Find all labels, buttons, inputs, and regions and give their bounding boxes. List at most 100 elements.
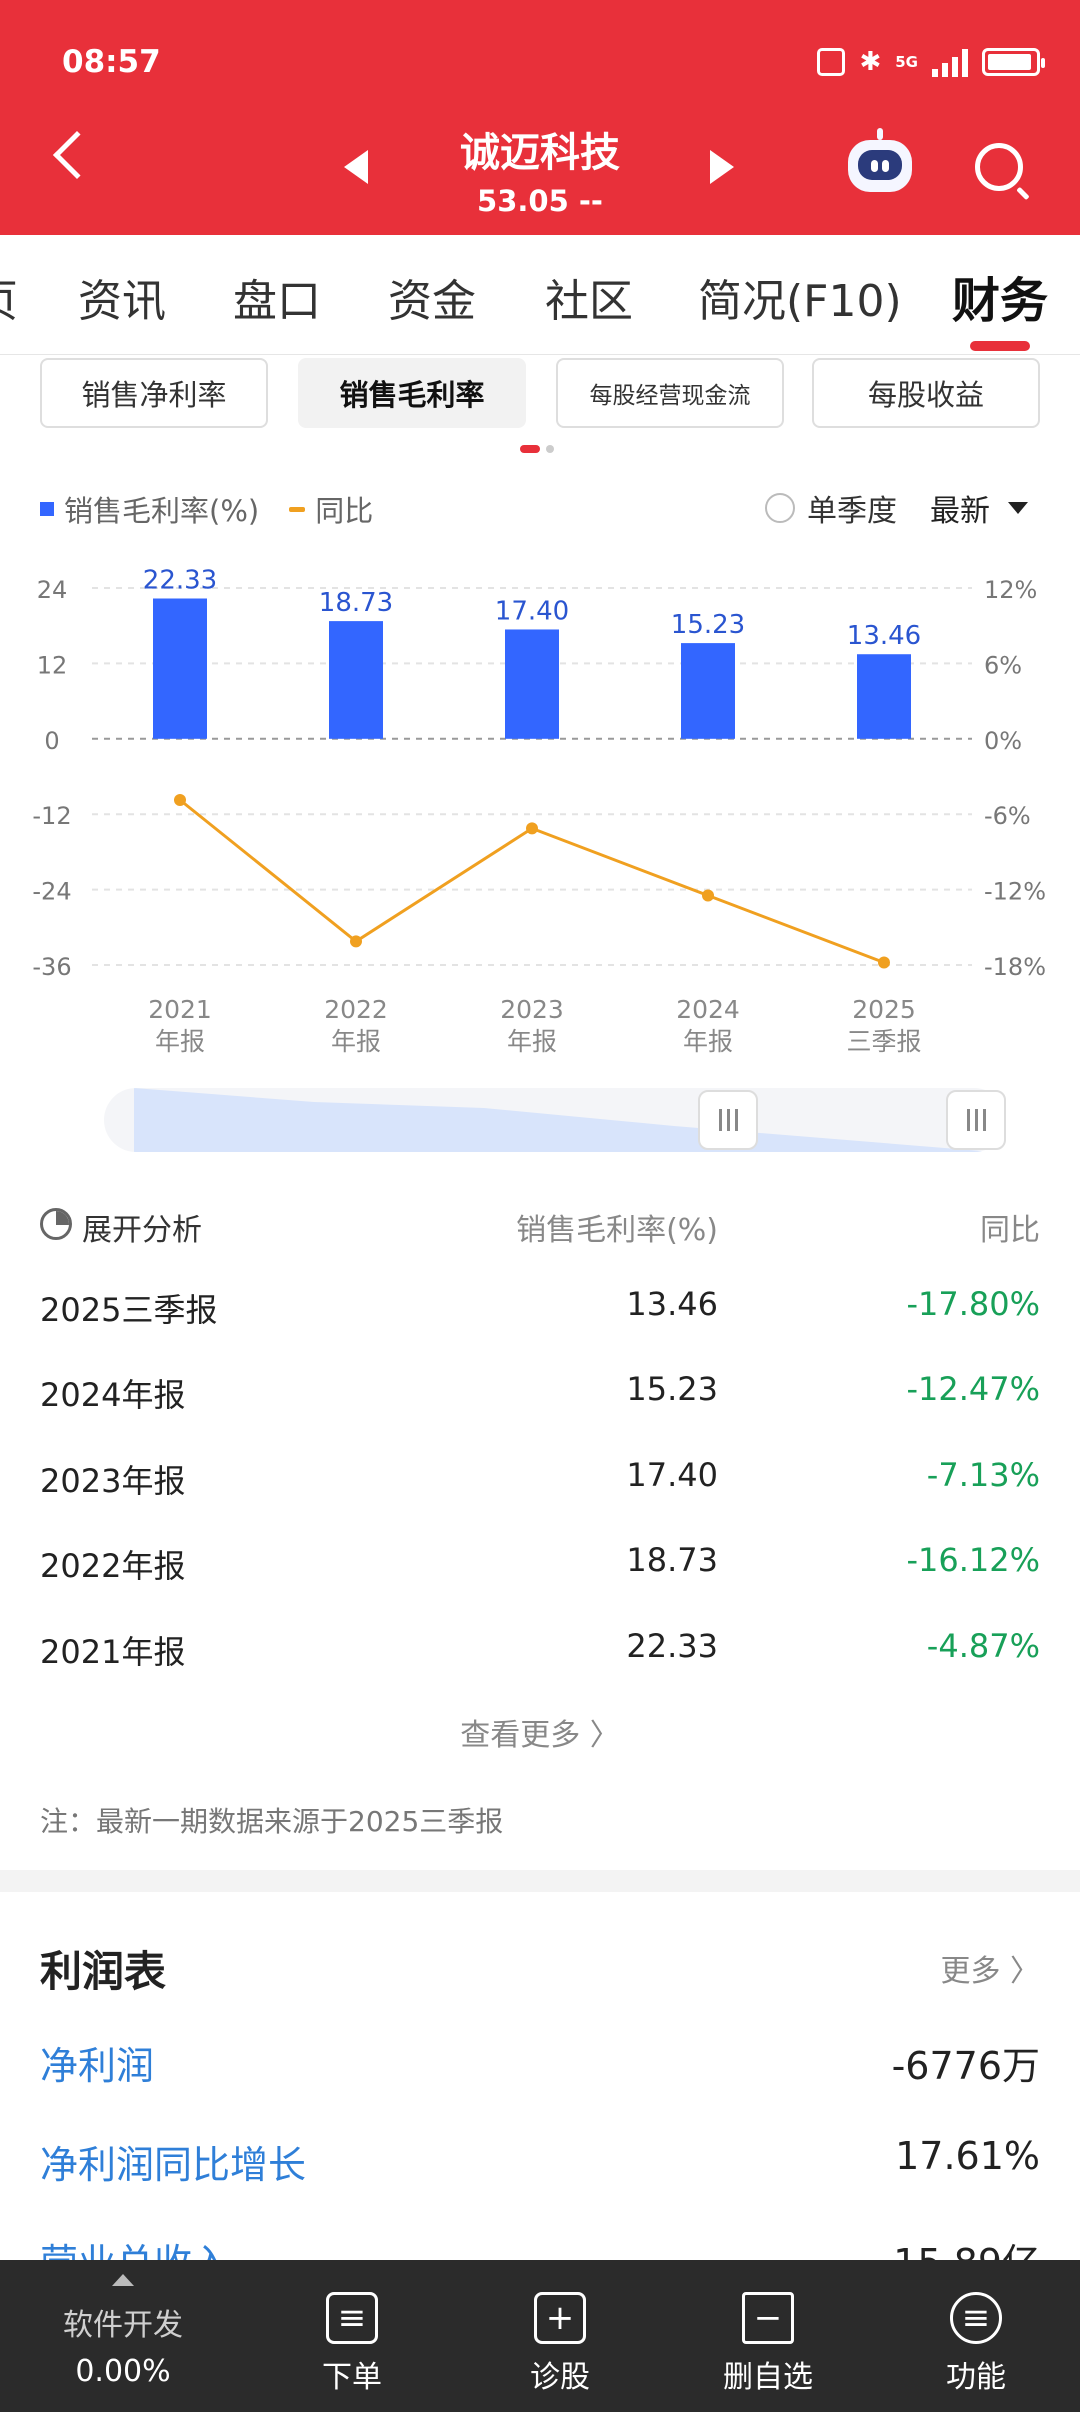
table-header: 展开分析 销售毛利率(%) 同比 [0,1205,1080,1255]
sector-name: 软件开发 [63,2308,183,2343]
expand-analysis[interactable]: 展开分析 [82,1213,202,1248]
single-quarter-label: 单季度 [807,494,897,529]
slider-handle-right[interactable] [946,1090,1006,1150]
assistant-robot-icon[interactable] [848,128,912,192]
bar-value-label: 22.33 [143,565,217,595]
metric-net-margin[interactable]: 销售净利率 [40,358,268,428]
left-tick-label: 24 [37,576,68,604]
row-yoy: -16.12% [906,1541,1040,1579]
bar [681,643,735,739]
period-select[interactable]: 最新 [930,486,1028,530]
chevron-down-icon [1008,502,1028,514]
metric-cashflow-per-share[interactable]: 每股经营现金流 [556,358,784,428]
bar-value-label: 13.46 [847,621,921,651]
income-row[interactable]: 净利润 -6776万 [40,2035,1040,2095]
row-yoy: -17.80% [906,1285,1040,1323]
nav-functions[interactable]: ≡ 功能 [922,2260,1030,2412]
next-stock-icon[interactable] [710,150,734,184]
remove-watchlist-icon: − [742,2292,794,2344]
bluetooth-icon: ✱ [859,47,882,77]
table-row: 2025三季报 13.46 -17.80% [0,1285,1080,1345]
radio-icon[interactable] [765,493,795,523]
nfc-icon [817,48,846,76]
table-row: 2024年报 15.23 -12.47% [0,1370,1080,1430]
income-row[interactable]: 净利润同比增长 17.61% [40,2134,1040,2194]
nav-remove-watchlist[interactable]: − 删自选 [712,2260,824,2412]
left-tick-label: -24 [32,878,71,906]
yoy-point [878,956,890,969]
x-tick-label: 年报 [507,1027,557,1056]
app-header: 08:57 ✱ 5G 诚迈科技 53.05 -- [0,0,1080,235]
caret-up-icon [112,2274,134,2286]
slider-handle-left[interactable] [698,1090,758,1150]
row-yoy: -4.87% [926,1627,1040,1665]
table-row: 2021年报 22.33 -4.87% [0,1627,1080,1687]
tab-partial[interactable]: 页 [0,265,18,329]
pie-chart-icon[interactable] [40,1208,72,1240]
tab-f10[interactable]: 简况(F10) [698,276,902,327]
row-value: 13.46 [626,1285,718,1323]
period-select-label: 最新 [930,494,990,529]
income-statement-title: 利润表 [40,1947,167,1996]
row-value: 15.23 [626,1370,718,1408]
bottom-nav: 软件开发 0.00% ≡ 下单 + 诊股 − 删自选 ≡ 功能 [0,2260,1080,2412]
bar [329,621,383,739]
tab-news[interactable]: 资讯 [78,276,166,327]
chart-legend: 销售毛利率(%) 同比 [40,488,373,530]
view-more-link[interactable]: 查看更多 〉 [460,1718,620,1753]
yoy-point [174,793,186,806]
battery-icon [982,48,1045,76]
metric-gross-margin[interactable]: 销售毛利率 [298,358,526,428]
income-statement-more[interactable]: 更多 〉 [940,1954,1040,1989]
prev-stock-icon[interactable] [344,150,368,184]
single-quarter-toggle[interactable]: 单季度 [765,486,897,530]
table-row: 2022年报 18.73 -16.12% [0,1541,1080,1601]
right-tick-label: 0% [984,727,1022,755]
active-tab-indicator [970,341,1030,351]
nav-diagnose[interactable]: + 诊股 [506,2260,614,2412]
range-slider[interactable] [104,1088,1006,1152]
x-tick-label: 年报 [155,1027,205,1056]
bar-legend-swatch [40,502,54,516]
row-value: 17.40 [626,1456,718,1494]
left-tick-label: 12 [37,651,68,679]
left-tick-label: -12 [32,802,71,830]
stock-price-line: 53.05 -- [0,184,1080,218]
tab-community[interactable]: 社区 [545,276,633,327]
row-period: 2023年报 [40,1462,186,1500]
network-label: 5G [895,53,918,71]
row-value: 22.33 [626,1627,718,1665]
left-tick-label: 0 [44,727,59,755]
stock-change: -- [578,184,603,218]
tab-finance[interactable]: 财务 [952,273,1049,329]
x-tick-label: 2024 [676,995,740,1024]
income-row-label[interactable]: 净利润同比增长 [40,2143,307,2187]
x-tick-label: 三季报 [846,1027,921,1056]
yoy-point [526,822,538,835]
x-tick-label: 2025 [852,995,916,1024]
data-source-note: 注：最新一期数据来源于2025三季报 [40,1805,504,1838]
order-icon: ≡ [326,2292,378,2344]
nav-order-label: 下单 [322,2360,382,2395]
income-row-value: 17.61% [895,2134,1040,2178]
stock-price: 53.05 [477,184,569,218]
line-legend-swatch [289,506,306,512]
bar [153,598,207,739]
page-dot-active [520,445,540,453]
bar [505,629,559,739]
bar [857,654,911,739]
row-period: 2024年报 [40,1376,186,1414]
sector-quote[interactable]: 软件开发 0.00% [0,2260,246,2412]
row-period: 2022年报 [40,1547,186,1585]
status-icons: ✱ 5G [817,47,1045,77]
tab-quotes[interactable]: 盘口 [233,276,321,327]
table-row: 2023年报 17.40 -7.13% [0,1456,1080,1516]
tab-funds[interactable]: 资金 [388,276,476,327]
search-icon[interactable] [975,143,1023,191]
right-tick-label: 6% [984,651,1022,679]
row-yoy: -7.13% [926,1456,1040,1494]
income-row-label[interactable]: 净利润 [40,2044,155,2088]
nav-order[interactable]: ≡ 下单 [298,2260,406,2412]
metric-eps[interactable]: 每股收益 [812,358,1040,428]
status-time: 08:57 [62,44,161,80]
